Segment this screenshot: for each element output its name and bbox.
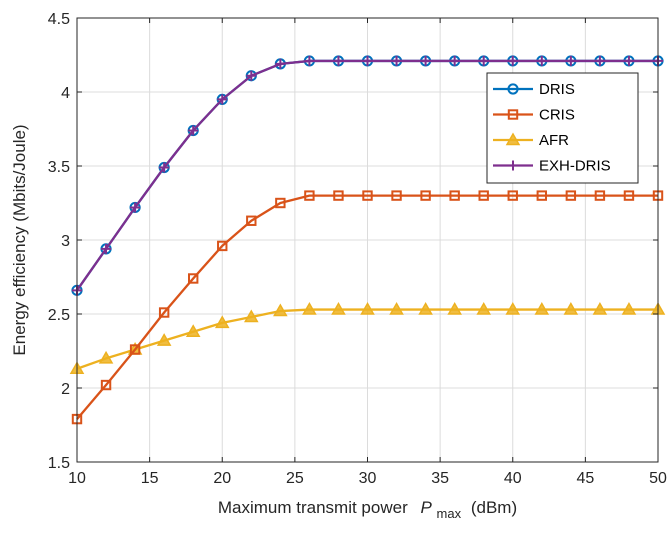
series-exh-dris <box>72 55 663 296</box>
data-point-cris <box>246 215 257 226</box>
data-point-exh-dris <box>275 58 286 69</box>
data-point-afr <box>273 303 288 317</box>
x-axis-label-symbol: P <box>420 498 432 517</box>
data-point-exh-dris <box>594 55 605 66</box>
data-point-cris <box>275 197 286 209</box>
data-point-cris <box>217 240 228 252</box>
data-point-cris <box>594 190 606 201</box>
data-point-cris <box>420 190 431 201</box>
data-point-exh-dris <box>130 202 141 213</box>
data-point-afr <box>214 315 230 329</box>
data-point-cris <box>304 190 315 201</box>
data-point-exh-dris <box>304 55 315 66</box>
data-point-afr <box>98 350 114 364</box>
data-point-afr <box>360 302 375 315</box>
y-tick-label: 3.5 <box>48 159 70 176</box>
data-point-cris <box>158 307 170 318</box>
legend-label: AFR <box>539 132 569 149</box>
legend-item-cris: CRIS <box>493 107 575 124</box>
data-point-cris <box>333 190 344 201</box>
legend-label: EXH-DRIS <box>539 158 611 175</box>
series-line-cris <box>76 194 658 420</box>
data-point-afr <box>331 302 346 315</box>
data-point-afr <box>185 324 201 338</box>
data-point-exh-dris <box>246 70 257 81</box>
data-point-exh-dris <box>449 55 460 66</box>
x-tick-label: 45 <box>576 470 594 487</box>
x-tick-label: 50 <box>649 470 667 487</box>
x-tick-label: 15 <box>141 470 159 487</box>
data-point-afr <box>476 302 491 315</box>
data-point-exh-dris <box>101 243 112 254</box>
data-point-cris <box>100 379 112 391</box>
data-point-afr <box>418 302 433 315</box>
data-point-cris <box>362 190 373 201</box>
data-point-exh-dris <box>565 55 576 66</box>
y-tick-label: 2 <box>61 381 70 398</box>
data-point-exh-dris <box>159 162 170 173</box>
x-axis-label-main: Maximum transmit power <box>218 498 408 517</box>
data-point-afr <box>244 309 259 323</box>
data-point-exh-dris <box>362 55 373 66</box>
data-point-afr <box>563 302 579 315</box>
data-point-exh-dris <box>507 55 518 66</box>
data-point-exh-dris <box>333 55 344 66</box>
legend-marker <box>508 160 518 171</box>
x-tick-label: 40 <box>504 470 522 487</box>
x-tick-label: 20 <box>213 470 231 487</box>
axis-ticks: 10 15 20 25 30 35 40 45 50 1.5 2 2.5 3 3.5 4 4.5 <box>48 11 667 487</box>
legend-item-dris: DRIS <box>493 81 575 98</box>
data-point-exh-dris <box>536 55 547 66</box>
data-point-cris <box>536 190 547 201</box>
legend-label: DRIS <box>539 81 575 98</box>
x-tick-label: 25 <box>286 470 304 487</box>
data-point-afr <box>447 302 462 315</box>
legend-marker <box>507 83 519 95</box>
data-point-exh-dris <box>188 125 199 136</box>
y-axis-label: Energy efficiency (Mbits/Joule) <box>10 124 29 355</box>
legend-marker <box>505 132 521 146</box>
x-axis-label-unit: (dBm) <box>471 498 517 517</box>
data-point-cris <box>507 190 518 201</box>
y-tick-label: 3 <box>61 233 70 250</box>
legend-marker <box>507 109 519 120</box>
data-point-afr <box>302 302 317 315</box>
data-point-cris <box>478 190 489 201</box>
y-tick-label: 1.5 <box>48 455 70 472</box>
data-point-cris <box>129 344 141 355</box>
data-point-exh-dris <box>391 55 402 66</box>
y-tick-label: 4 <box>61 85 70 102</box>
data-point-exh-dris <box>420 55 431 66</box>
data-point-exh-dris <box>217 94 228 105</box>
data-point-afr <box>621 302 637 315</box>
series-cris <box>71 190 664 425</box>
data-point-afr <box>505 302 521 315</box>
legend: DRIS CRIS AFR EXH-DRIS <box>486 72 639 184</box>
x-tick-label: 10 <box>68 470 86 487</box>
data-point-afr <box>534 302 550 315</box>
data-point-exh-dris <box>623 55 634 66</box>
x-axis-label: Maximum transmit power P max (dBm) <box>218 498 517 522</box>
data-point-cris <box>391 190 402 201</box>
x-tick-label: 30 <box>359 470 377 487</box>
legend-item-exh-dris: EXH-DRIS <box>493 158 611 175</box>
data-point-afr <box>156 333 172 346</box>
x-axis-label-subscript: max <box>437 506 462 521</box>
data-point-afr <box>592 302 608 315</box>
x-tick-label: 35 <box>431 470 449 487</box>
data-point-cris <box>188 273 199 284</box>
data-point-exh-dris <box>478 55 489 66</box>
data-point-cris <box>565 190 577 201</box>
data-point-cris <box>623 190 635 201</box>
legend-item-afr: AFR <box>493 132 569 149</box>
y-tick-label: 2.5 <box>48 307 70 324</box>
data-point-cris <box>449 190 460 201</box>
legend-label: CRIS <box>539 107 575 124</box>
y-tick-label: 4.5 <box>48 11 70 28</box>
data-point-afr <box>389 302 404 315</box>
